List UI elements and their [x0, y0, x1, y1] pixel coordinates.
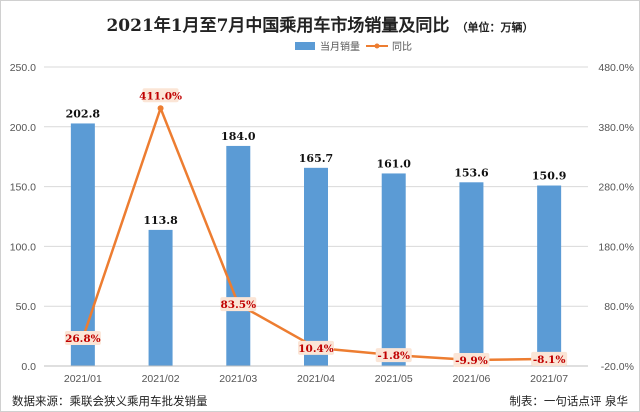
- y-left-tick-label: 200.0: [10, 122, 36, 134]
- line-value-label: -1.8%: [377, 350, 410, 362]
- bar-value-label: 161.0: [376, 157, 411, 170]
- chart-title: 2021年1月至7月中国乘用车市场销量及同比 （单位：万辆）: [106, 15, 533, 36]
- legend-line-marker: [374, 43, 380, 49]
- legend: 当月销量 同比: [295, 40, 412, 53]
- line-value-label: 26.8%: [65, 333, 101, 345]
- bar: [304, 167, 328, 366]
- line-value-label: -8.1%: [533, 354, 566, 366]
- y-right-tick-label: 280.0%: [598, 182, 634, 194]
- y-axis-right: -20.0% 80.0% 180.0% 280.0% 380.0% 480.0%: [598, 62, 634, 373]
- line-value-label: 83.5%: [221, 299, 257, 311]
- bar: [226, 145, 251, 366]
- bar-series: [70, 123, 562, 366]
- y-right-tick-label: 480.0%: [598, 62, 634, 74]
- y-right-tick-label: 180.0%: [598, 241, 634, 253]
- y-left-tick-label: 250.0: [10, 62, 36, 74]
- bar-value-label: 184.0: [221, 130, 256, 143]
- x-category-label: 2021/07: [530, 373, 568, 385]
- line-value-labels: 26.8% 411.0% 83.5% 10.4% -1.8% -9.9% -8.1%: [64, 88, 568, 367]
- y-left-tick-label: 150.0: [10, 182, 36, 194]
- bar-value-labels: 202.8 113.8 184.0 165.7 161.0 153.6 150.9: [66, 107, 567, 226]
- x-category-label: 2021/03: [219, 373, 257, 385]
- bar-value-label: 165.7: [299, 152, 333, 165]
- footer-source: 数据来源：乘联会狭义乘用车批发销量: [12, 394, 208, 408]
- bar: [70, 123, 95, 366]
- y-left-tick-label: 50.0: [16, 301, 37, 313]
- line-value-label-bg: [220, 297, 257, 312]
- legend-line-label: 同比: [392, 41, 412, 53]
- y-left-tick-label: 0.0: [21, 361, 36, 373]
- y-right-tick-label: 380.0%: [598, 122, 634, 134]
- bar: [148, 229, 173, 366]
- legend-bar-label: 当月销量: [320, 40, 360, 53]
- line-value-label-bg: [64, 331, 101, 346]
- chart-unit-note: （单位：万辆）: [457, 20, 534, 34]
- bar: [459, 182, 484, 366]
- x-category-label: 2021/04: [297, 373, 335, 385]
- line-marker: [157, 105, 164, 112]
- x-category-label: 2021/01: [64, 373, 102, 385]
- y-left-tick-label: 100.0: [10, 241, 36, 253]
- bar: [537, 185, 562, 366]
- line-value-label: -9.9%: [455, 355, 488, 367]
- x-category-label: 2021/05: [375, 373, 413, 385]
- line-value-label: 411.0%: [139, 90, 182, 102]
- line-value-label-bg: [298, 340, 334, 355]
- line-value-label-bg: [453, 352, 490, 367]
- x-axis-categories: 2021/01 2021/02 2021/03 2021/04 2021/05 2021/…: [64, 373, 568, 385]
- x-category-label: 2021/06: [452, 373, 490, 385]
- line-value-label-bg: [142, 88, 179, 103]
- x-category-label: 2021/02: [142, 373, 180, 385]
- bar-value-label: 113.8: [143, 214, 178, 227]
- y-right-tick-label: -20.0%: [601, 361, 634, 373]
- bar-value-label: 202.8: [66, 107, 101, 120]
- y-axis-left: 0.0 50.0 100.0 150.0 200.0 250.0: [10, 62, 36, 373]
- bar-value-label: 153.6: [454, 166, 489, 179]
- line-value-label: 10.4%: [298, 343, 334, 355]
- bar: [381, 173, 406, 366]
- bar-value-label: 150.9: [532, 170, 566, 183]
- legend-bar-swatch: [295, 42, 315, 50]
- footer-credit: 制表：一句话点评 泉华: [509, 394, 628, 408]
- line-value-label-bg: [375, 348, 412, 363]
- line-value-label-bg: [531, 351, 568, 366]
- y-right-tick-label: 80.0%: [604, 301, 634, 313]
- chart-title-main: 2021年1月至7月中国乘用车市场销量及同比: [106, 15, 449, 36]
